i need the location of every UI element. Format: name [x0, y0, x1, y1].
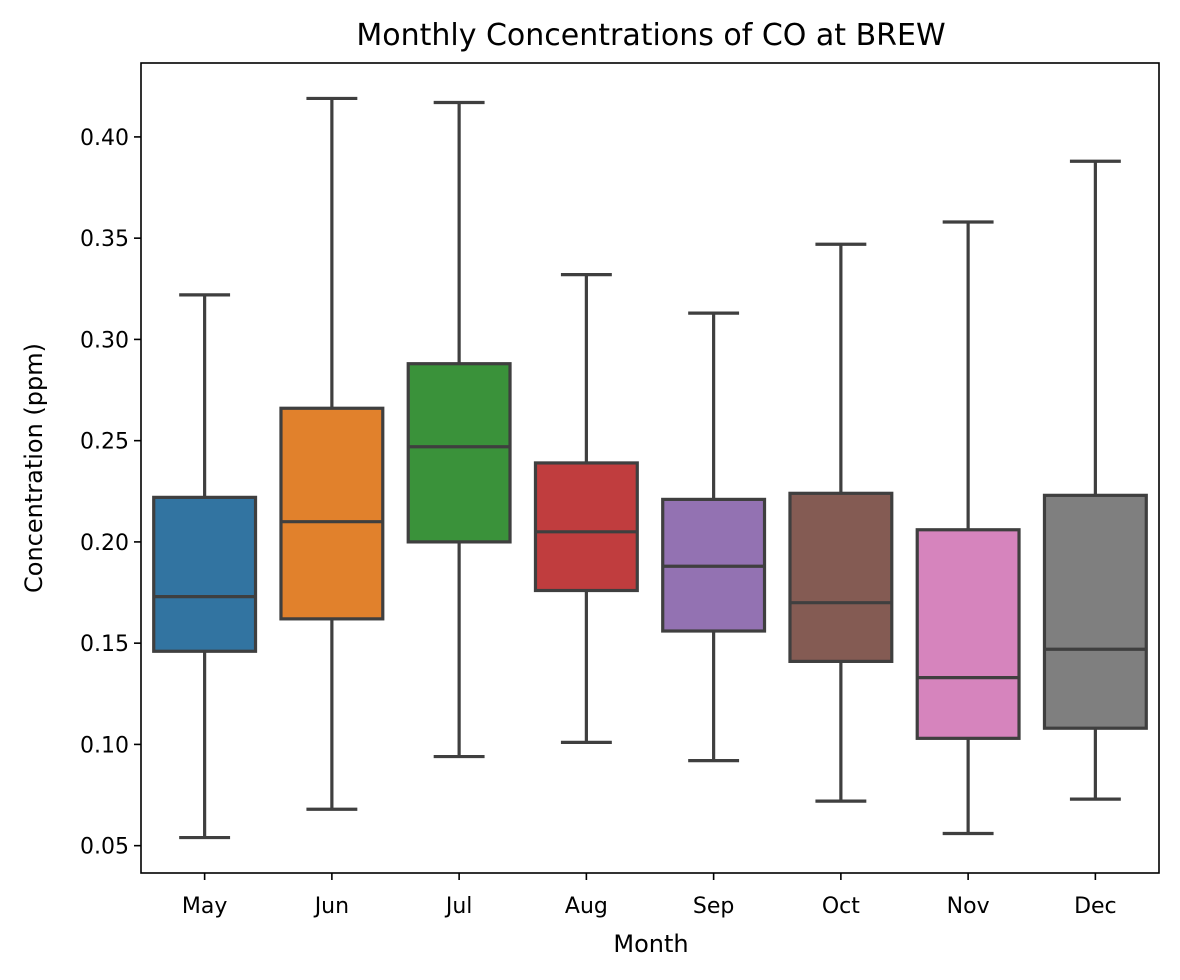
x-tick-label-aug: Aug	[565, 894, 608, 919]
y-tick-label: 0.05	[80, 835, 129, 860]
plot-area: 0.05 0.10 0.15 0.20 0.25 0.30 0.35 0.40 May Jun Ju…	[80, 96, 1148, 919]
x-tick-label-may: May	[182, 894, 227, 919]
x-tick-label-jun: Jun	[313, 894, 349, 919]
box-may	[152, 495, 258, 653]
x-tick-label-oct: Oct	[822, 894, 860, 919]
y-tick-label: 0.10	[80, 733, 129, 758]
x-axis-label: Month	[613, 930, 688, 958]
chart-title: Monthly Concentrations of CO at BREW	[356, 18, 945, 53]
y-tick-label: 0.40	[80, 126, 129, 151]
box-nov	[915, 528, 1021, 740]
y-tick-label: 0.15	[80, 632, 129, 657]
y-tick-label: 0.35	[80, 227, 129, 252]
y-tick-label: 0.25	[80, 430, 129, 455]
x-tick-label-nov: Nov	[947, 894, 990, 919]
x-tick-label-dec: Dec	[1074, 894, 1117, 919]
box-jun	[279, 406, 385, 621]
x-tick-label-jul: Jul	[444, 894, 473, 919]
y-axis-label: Concentration (ppm)	[20, 343, 48, 593]
box-jul	[406, 362, 512, 544]
box-aug	[533, 461, 639, 593]
plot-frame	[140, 62, 1160, 874]
y-tick-label: 0.30	[80, 328, 129, 353]
x-tick-label-sep: Sep	[693, 894, 734, 919]
box-dec	[1042, 493, 1148, 730]
y-tick-label: 0.20	[80, 531, 129, 556]
box-oct	[788, 491, 894, 663]
